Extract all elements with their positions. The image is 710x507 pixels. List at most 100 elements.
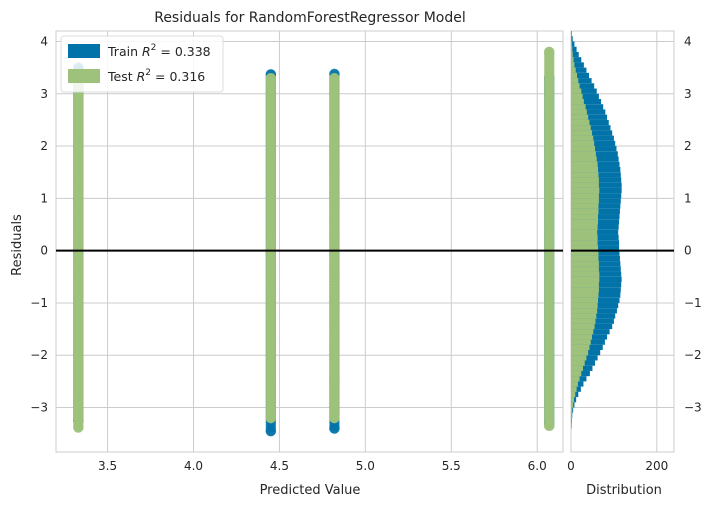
distribution-bars	[571, 31, 622, 429]
test-hist-bar	[571, 407, 573, 413]
dist-y-tick-label: −3	[684, 401, 702, 415]
x-axis-label: Predicted Value	[260, 483, 361, 498]
test-hist-bar	[571, 119, 590, 126]
train-hist-bar	[571, 109, 606, 115]
test-hist-bar	[571, 402, 574, 408]
y-tick-label: 1	[40, 191, 48, 205]
test-point	[73, 422, 84, 433]
train-hist-bar	[571, 51, 579, 58]
test-hist-bar	[571, 313, 597, 319]
legend-train-label: Train R2 = 0.338	[107, 43, 211, 59]
dist-y-tick-label: 2	[684, 139, 692, 153]
test-hist-bar	[571, 302, 598, 309]
train-hist-bar	[571, 57, 582, 63]
test-hist-bar	[571, 391, 576, 398]
test-hist-bar	[571, 381, 578, 387]
test-hist-bar	[571, 308, 598, 314]
y-tick-label: 3	[40, 87, 48, 101]
test-hist-bar	[571, 224, 598, 230]
test-hist-bar	[571, 318, 596, 324]
legend: Train R2 = 0.338 Test R2 = 0.316	[60, 35, 224, 93]
test-hist-bar	[571, 161, 598, 167]
dist-y-tick-label: 1	[684, 191, 692, 205]
test-hist-bar	[571, 125, 591, 131]
train-hist-bar	[571, 83, 595, 89]
test-hist-bar	[571, 234, 598, 241]
test-hist-bar	[571, 334, 593, 340]
y-tick-label: 0	[40, 244, 48, 258]
legend-train-swatch	[68, 44, 100, 58]
train-hist-bar	[571, 46, 577, 52]
train-hist-bar	[571, 31, 572, 37]
train-hist-bar	[571, 62, 584, 68]
test-hist-bar	[571, 203, 599, 209]
y-axis-label: Residuals	[10, 214, 25, 276]
distribution-plot: 0 200 −3 −2 −1 0 1 2 3 4 Distribution	[567, 30, 702, 498]
test-point	[544, 420, 555, 432]
test-hist-bar	[571, 261, 599, 267]
test-hist-bar	[571, 135, 594, 141]
test-hist-bar	[571, 365, 584, 371]
scatter-points	[73, 46, 555, 437]
train-point	[329, 423, 340, 434]
test-hist-bar	[571, 245, 599, 251]
test-hist-bar	[571, 323, 595, 330]
test-point	[329, 412, 340, 424]
test-hist-bar	[571, 386, 577, 392]
legend-box	[60, 35, 224, 93]
dist-y-tick-labels: −3 −2 −1 0 1 2 3 4	[684, 34, 702, 414]
y-tick-label: −2	[30, 348, 48, 362]
train-hist-bar	[571, 41, 575, 47]
test-hist-bar	[571, 46, 573, 52]
test-point	[329, 72, 340, 84]
y-tick-label: −3	[30, 401, 48, 415]
y-tick-label: 2	[40, 139, 48, 153]
test-hist-bar	[571, 355, 587, 361]
test-hist-bar	[571, 146, 596, 152]
test-hist-bar	[571, 282, 599, 288]
test-hist-bar	[571, 156, 597, 162]
dist-x-axis-label: Distribution	[586, 483, 662, 498]
y-tick-label: 4	[40, 34, 48, 48]
train-hist-bar	[571, 114, 608, 120]
test-hist-bar	[571, 140, 595, 147]
x-tick-labels: 3.5 4.0 4.5 5.0 5.5 6.0	[98, 459, 547, 473]
dist-y-tick-label: 3	[684, 87, 692, 101]
test-hist-bar	[571, 114, 589, 120]
test-hist-bar	[571, 93, 583, 99]
test-hist-bar	[571, 51, 573, 58]
train-hist-bar	[571, 119, 609, 126]
test-hist-bar	[571, 266, 599, 272]
test-hist-bar	[571, 198, 599, 204]
dist-y-tick-label: 4	[684, 34, 692, 48]
residuals-plot: 3.5 4.0 4.5 5.0 5.5 6.0 −3 −2 −1 0 1 2 3 4 Predicted…	[10, 30, 564, 498]
train-hist-bar	[571, 104, 604, 110]
x-tick-label: 5.0	[356, 459, 375, 473]
train-hist-bar	[571, 72, 590, 79]
x-tick-label: 6.0	[528, 459, 547, 473]
test-hist-bar	[571, 229, 598, 235]
train-hist-bar	[571, 88, 597, 94]
test-hist-bar	[571, 360, 585, 366]
x-tick-label: 4.0	[184, 459, 203, 473]
test-hist-bar	[571, 88, 582, 94]
x-tick-label: 4.5	[270, 459, 289, 473]
y-tick-labels: −3 −2 −1 0 1 2 3 4	[30, 34, 48, 414]
test-hist-bar	[571, 172, 599, 178]
test-point	[544, 46, 555, 58]
test-hist-bar	[571, 344, 590, 351]
test-point	[265, 72, 277, 84]
legend-test-label: Test R2 = 0.316	[107, 68, 205, 84]
x-tick-label: 3.5	[98, 459, 117, 473]
dist-y-tick-label: −1	[684, 296, 702, 310]
test-hist-bar	[571, 193, 599, 199]
train-hist-bar	[571, 36, 573, 42]
x-tick-label: 5.5	[442, 459, 461, 473]
test-hist-bar	[571, 57, 574, 63]
train-hist-bar	[571, 78, 592, 84]
dist-y-tick-label: −2	[684, 348, 702, 362]
test-hist-bar	[571, 271, 600, 277]
dist-x-tick-label: 0	[567, 459, 575, 473]
test-hist-bar	[571, 219, 599, 225]
